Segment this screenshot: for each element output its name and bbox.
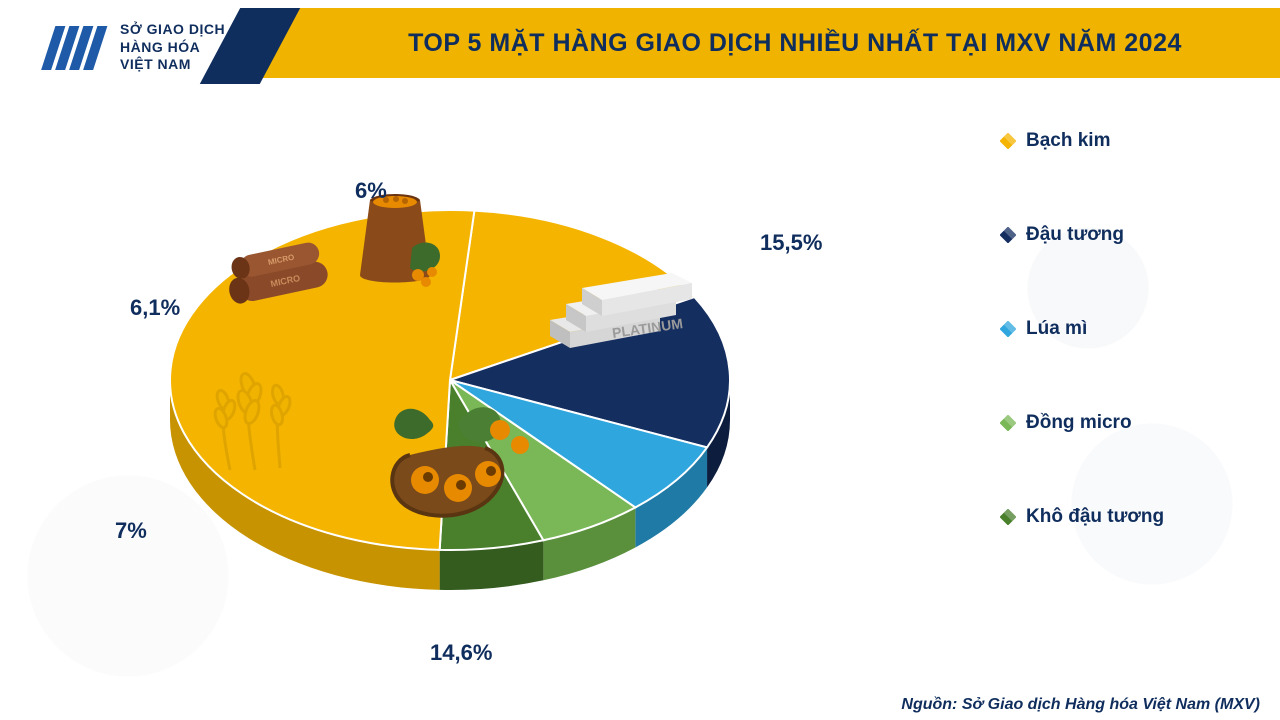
legend-swatch-soybean [1000, 227, 1016, 243]
legend-item-wheat: Lúa mì [1000, 318, 1220, 340]
legend-item-soymeal: Khô đậu tương [1000, 506, 1220, 528]
header: SỞ GIAO DỊCH HÀNG HÓA VIỆT NAM TOP 5 MẶT… [0, 0, 1280, 95]
legend-item-coppermicro: Đồng micro [1000, 412, 1220, 434]
legend-swatch-platinum [1000, 133, 1016, 149]
legend-swatch-wheat [1000, 321, 1016, 337]
title-banner: TOP 5 MẶT HÀNG GIAO DỊCH NHIỀU NHẤT TẠI … [200, 8, 1280, 78]
pct-label-soybean: 14,6% [430, 640, 492, 666]
pct-label-wheat: 7% [115, 518, 147, 544]
legend-label-platinum: Bạch kim [1026, 130, 1110, 152]
legend: Bạch kim Đậu tương Lúa mì Đồng micro Khô… [1000, 130, 1220, 600]
legend-label-soybean: Đậu tương [1026, 224, 1124, 246]
legend-swatch-coppermicro [1000, 415, 1016, 431]
org-line1: SỞ GIAO DỊCH [120, 21, 225, 39]
legend-label-soymeal: Khô đậu tương [1026, 506, 1164, 528]
pct-label-soymeal: 6% [355, 178, 387, 204]
source-text: Nguồn: Sở Giao dịch Hàng hóa Việt Nam (M… [901, 696, 1260, 714]
logo-mark-icon [40, 18, 110, 78]
legend-label-coppermicro: Đồng micro [1026, 412, 1132, 434]
logo: SỞ GIAO DỊCH HÀNG HÓA VIỆT NAM [0, 3, 300, 93]
org-line3: VIỆT NAM [120, 56, 225, 74]
legend-item-platinum: Bạch kim [1000, 130, 1220, 152]
org-line2: HÀNG HÓA [120, 39, 225, 57]
pct-label-coppermicro: 6,1% [130, 295, 180, 321]
legend-swatch-soymeal [1000, 509, 1016, 525]
pct-label-platinum: 15,5% [760, 230, 822, 256]
legend-item-soybean: Đậu tương [1000, 224, 1220, 246]
page-title: TOP 5 MẶT HÀNG GIAO DỊCH NHIỀU NHẤT TẠI … [330, 8, 1260, 78]
legend-label-wheat: Lúa mì [1026, 318, 1087, 340]
